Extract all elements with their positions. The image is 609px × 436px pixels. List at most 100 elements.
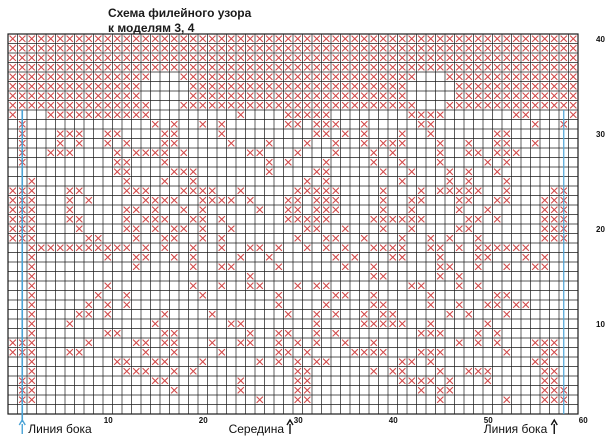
filled-cell-cross-icon (18, 35, 26, 43)
filled-cell-cross-icon (56, 44, 64, 52)
filled-cell-cross-icon (550, 187, 558, 195)
filled-cell-cross-icon (503, 196, 511, 204)
filled-cell-cross-icon (85, 301, 93, 309)
filled-cell-cross-icon (142, 101, 150, 109)
filled-cell-cross-icon (322, 101, 330, 109)
filled-cell-cross-icon (465, 92, 473, 100)
filled-cell-cross-icon (503, 35, 511, 43)
filled-cell-cross-icon (170, 130, 178, 138)
filled-cell-cross-icon (151, 206, 159, 214)
filled-cell-cross-icon (541, 35, 549, 43)
filled-cell-cross-icon (189, 253, 197, 261)
filled-cell-cross-icon (132, 92, 140, 100)
filled-cell-cross-icon (493, 196, 501, 204)
filled-cell-cross-icon (208, 54, 216, 62)
filled-cell-cross-icon (104, 101, 112, 109)
filled-cell-cross-icon (474, 92, 482, 100)
filled-cell-cross-icon (284, 310, 292, 318)
filled-cell-cross-icon (522, 82, 530, 90)
filled-cell-cross-icon (550, 101, 558, 109)
filled-cell-cross-icon (332, 139, 340, 147)
filled-cell-cross-icon (503, 130, 511, 138)
filled-cell-cross-icon (275, 348, 283, 356)
filled-cell-cross-icon (28, 310, 36, 318)
filled-cell-cross-icon (303, 63, 311, 71)
filled-cell-cross-icon (28, 282, 36, 290)
filled-cell-cross-icon (332, 291, 340, 299)
filled-cell-cross-icon (151, 320, 159, 328)
bottom-markers: Линия бока Середина Линия бока (18, 418, 558, 436)
filled-cell-cross-icon (9, 234, 17, 242)
filled-cell-cross-icon (303, 73, 311, 81)
filled-cell-cross-icon (94, 111, 102, 119)
filled-cell-cross-icon (303, 82, 311, 90)
filled-cell-cross-icon (341, 244, 349, 252)
filled-cell-cross-icon (170, 348, 178, 356)
filled-cell-cross-icon (332, 329, 340, 337)
filled-cell-cross-icon (398, 44, 406, 52)
filled-cell-cross-icon (379, 92, 387, 100)
filled-cell-cross-icon (189, 244, 197, 252)
filled-cell-cross-icon (493, 149, 501, 157)
filled-cell-cross-icon (550, 348, 558, 356)
filled-cell-cross-icon (284, 215, 292, 223)
filled-cell-cross-icon (199, 291, 207, 299)
filled-cell-cross-icon (208, 63, 216, 71)
filled-cell-cross-icon (265, 54, 273, 62)
filled-cell-cross-icon (56, 54, 64, 62)
filled-cell-cross-icon (85, 35, 93, 43)
filled-cell-cross-icon (294, 206, 302, 214)
filled-cell-cross-icon (465, 187, 473, 195)
filled-cell-cross-icon (322, 301, 330, 309)
filled-cell-cross-icon (47, 111, 55, 119)
filled-cell-cross-icon (246, 35, 254, 43)
filled-cell-cross-icon (284, 196, 292, 204)
filled-cell-cross-icon (208, 187, 216, 195)
filled-cell-cross-icon (9, 215, 17, 223)
filled-cell-cross-icon (284, 206, 292, 214)
filled-cell-cross-icon (541, 263, 549, 271)
filled-cell-cross-icon (218, 82, 226, 90)
filled-cell-cross-icon (18, 44, 26, 52)
chart-gridlines (7, 33, 579, 415)
filled-cell-cross-icon (47, 73, 55, 81)
filled-cell-cross-icon (398, 177, 406, 185)
filled-cell-cross-icon (313, 282, 321, 290)
filled-cell-cross-icon (85, 244, 93, 252)
filled-cell-cross-icon (294, 367, 302, 375)
filled-cell-cross-icon (170, 168, 178, 176)
filled-cell-cross-icon (531, 54, 539, 62)
filled-cell-cross-icon (237, 111, 245, 119)
filled-cell-cross-icon (446, 168, 454, 176)
filled-cell-cross-icon (123, 63, 131, 71)
filled-cell-cross-icon (75, 82, 83, 90)
filled-cell-cross-icon (199, 234, 207, 242)
filled-cell-cross-icon (541, 358, 549, 366)
filled-cell-cross-icon (503, 291, 511, 299)
filled-cell-cross-icon (427, 111, 435, 119)
filled-cell-cross-icon (398, 73, 406, 81)
filled-cell-cross-icon (294, 396, 302, 404)
filled-cell-cross-icon (66, 111, 74, 119)
filled-cell-cross-icon (189, 187, 197, 195)
chart-title-line-2: к моделям 3, 4 (108, 21, 195, 35)
filled-cell-cross-icon (294, 44, 302, 52)
filled-cell-cross-icon (199, 225, 207, 233)
filled-cell-cross-icon (170, 54, 178, 62)
filled-cell-cross-icon (455, 196, 463, 204)
filled-cell-cross-icon (123, 92, 131, 100)
filled-cell-cross-icon (47, 92, 55, 100)
filled-cell-cross-icon (484, 244, 492, 252)
filled-cell-cross-icon (75, 73, 83, 81)
filled-cell-cross-icon (370, 73, 378, 81)
filled-cell-cross-icon (455, 92, 463, 100)
filled-cell-cross-icon (85, 82, 93, 90)
filled-cell-cross-icon (322, 215, 330, 223)
filled-cell-cross-icon (436, 272, 444, 280)
filled-cell-cross-icon (465, 215, 473, 223)
filled-cell-cross-icon (531, 120, 539, 128)
filled-cell-cross-icon (180, 63, 188, 71)
filled-cell-cross-icon (85, 73, 93, 81)
filled-cell-cross-icon (142, 54, 150, 62)
filled-cell-cross-icon (465, 101, 473, 109)
